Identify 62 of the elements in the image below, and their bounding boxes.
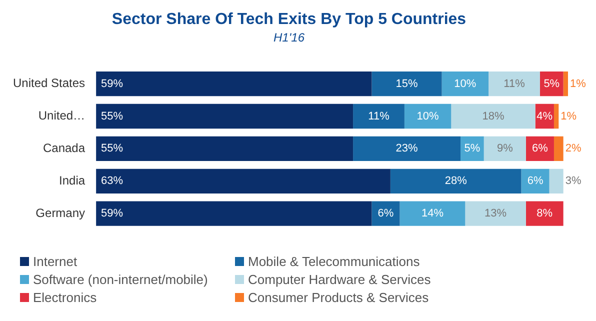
bar (465, 201, 526, 226)
legend-label: Mobile & Telecommunications (248, 254, 420, 269)
bar (554, 104, 559, 129)
bar (488, 71, 540, 96)
bar (96, 136, 354, 162)
legend-label: Computer Hardware & Services (248, 272, 431, 287)
bar (96, 71, 372, 96)
legend-label: Internet (33, 254, 78, 269)
bar (372, 201, 400, 226)
chart-subtitle: H1'16 (274, 30, 305, 45)
bar (563, 71, 568, 96)
bar (390, 168, 522, 194)
data-label: 18% (482, 110, 504, 122)
chart-title: Sector Share Of Tech Exits By Top 5 Countries (112, 11, 466, 28)
bar (400, 201, 466, 226)
bar (404, 104, 452, 129)
data-label: 23% (396, 142, 418, 155)
data-label: 59% (101, 208, 124, 220)
bar (451, 104, 536, 129)
bar (526, 201, 564, 226)
bar (353, 136, 461, 162)
y-tick-label: Germany (36, 206, 86, 220)
data-label: 3% (565, 175, 582, 188)
data-label: 10% (454, 78, 476, 90)
data-label: 2% (565, 142, 582, 155)
data-label: 11% (368, 110, 390, 122)
data-label: 59% (101, 78, 124, 90)
data-label: 1% (560, 110, 577, 122)
data-label: 14% (421, 208, 444, 220)
bar (96, 104, 354, 129)
data-label: 6% (527, 175, 544, 188)
data-label: 15% (396, 78, 418, 90)
data-label: 10% (416, 110, 440, 122)
data-label: 1% (570, 78, 586, 90)
legend-label: Consumer Products & Services (248, 290, 429, 305)
y-tick-label: United… (38, 108, 86, 123)
data-label: 13% (484, 208, 507, 220)
y-tick-label: Canada (42, 141, 86, 156)
data-label: 55% (101, 110, 124, 122)
data-label: 5% (464, 142, 480, 155)
bar (442, 71, 489, 96)
bar (96, 201, 372, 226)
y-tick-label: United States (12, 76, 86, 90)
data-label: 55% (101, 142, 124, 155)
bar (554, 136, 564, 162)
bar (96, 168, 390, 194)
legend-label: Electronics (33, 290, 97, 305)
data-label: 63% (101, 175, 124, 188)
bar (549, 168, 564, 194)
data-label: 4% (536, 110, 553, 122)
data-label: 11% (504, 78, 526, 90)
y-tick-label: India (59, 173, 86, 188)
bar (353, 104, 404, 129)
data-label: 28% (444, 175, 468, 188)
data-label: 6% (532, 142, 548, 155)
bar (372, 71, 442, 96)
data-label: 6% (378, 208, 394, 220)
data-label: 8% (536, 208, 553, 220)
data-label: 9% (496, 142, 514, 155)
legend-label: Software (non-internet/mobile) (33, 272, 208, 287)
data-label: 5% (544, 78, 560, 90)
bar (484, 136, 526, 162)
